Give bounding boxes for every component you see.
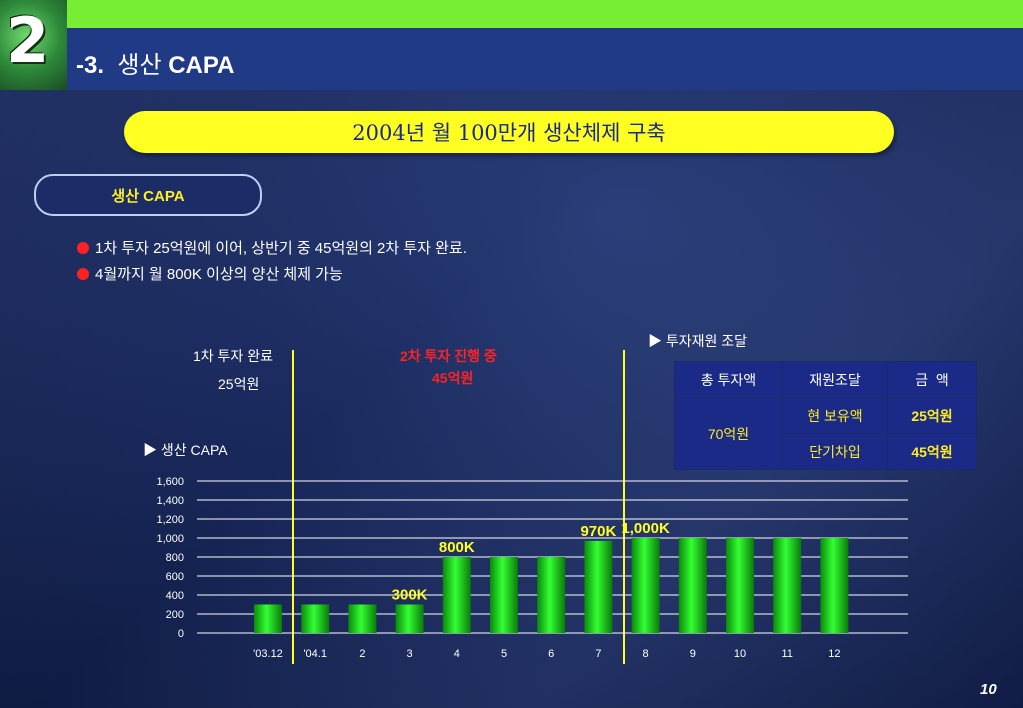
table-row: 70억원 현 보유액 25억원: [674, 397, 977, 470]
funding-table: 총 투자액 재원조달 금 액 70억원 현 보유액 25억원 단기차입 45억원: [674, 361, 977, 470]
x-tick-label: '04.1: [303, 648, 327, 660]
section-number: 2: [6, 4, 50, 77]
section-pill-label: 생산 CAPA: [111, 187, 185, 205]
x-tick-label: 2: [359, 648, 365, 660]
x-tick-label: 4: [454, 648, 460, 660]
table-header-cell: 금 액: [887, 361, 977, 398]
y-tick-label: 400: [166, 590, 184, 602]
bar: [726, 538, 754, 633]
bar: [301, 604, 330, 633]
phase1-label: 1차 투자 완료: [193, 348, 273, 364]
y-tick-label: 1,600: [156, 476, 184, 488]
table-source-cell: 단기차입: [782, 433, 888, 470]
table-source-cell: 현 보유액: [782, 397, 888, 434]
headline-text: 2004년 월 100만개 생산체제 구축: [352, 121, 666, 145]
y-tick-label: 1,200: [156, 514, 184, 526]
bar: [490, 557, 518, 633]
data-label: 800K: [439, 539, 475, 556]
x-tick-label: 5: [501, 648, 507, 660]
y-tick-label: 1,000: [156, 533, 184, 545]
page-number: 10: [980, 681, 997, 698]
bar: [773, 538, 802, 633]
data-label: 1,000K: [621, 520, 670, 537]
data-label: 970K: [580, 523, 616, 540]
page-title: -3. 생산 CAPA: [76, 45, 234, 80]
bullet-text: 4월까지 월 800K 이상의 양산 체제 가능: [95, 266, 343, 283]
y-tick-label: 600: [166, 571, 184, 583]
data-label: 300K: [392, 587, 428, 604]
table-header-row: 총 투자액 재원조달 금 액: [674, 361, 977, 398]
title-suffix: CAPA: [168, 52, 235, 79]
table-header-cell: 총 투자액: [674, 361, 783, 398]
table-row: 단기차입 45억원: [675, 433, 977, 470]
chart-heading: ▶ 생산 CAPA: [143, 442, 228, 458]
y-tick-label: 200: [166, 609, 184, 621]
bar: [442, 557, 471, 633]
bar: [820, 538, 849, 633]
x-tick-label: 7: [595, 648, 601, 660]
header-band: [0, 28, 1023, 90]
x-tick-label: 3: [407, 648, 413, 660]
x-tick-label: 11: [781, 648, 792, 660]
phase1-divider: [292, 350, 294, 664]
x-tick-label: 8: [643, 648, 649, 660]
phase1-amount: 25억원: [218, 376, 260, 392]
x-tick-label: 12: [828, 648, 840, 660]
x-tick-label: 6: [548, 648, 554, 660]
title-prefix: -3.: [76, 52, 105, 79]
table-amount-cell: 45억원: [887, 433, 977, 470]
bar: [584, 540, 613, 633]
bullet-text: 1차 투자 25억원에 이어, 상반기 중 45억원의 2차 투자 완료.: [95, 240, 467, 257]
bullet-item: 4월까지 월 800K 이상의 양산 체제 가능: [77, 263, 343, 284]
bar: [395, 604, 424, 633]
table-header-cell: 재원조달: [782, 361, 888, 398]
table-heading: ▶ 투자재원 조달: [648, 333, 748, 349]
y-tick-label: 800: [166, 552, 184, 564]
bar: [254, 604, 282, 633]
bullet-item: 1차 투자 25억원에 이어, 상반기 중 45억원의 2차 투자 완료.: [77, 237, 467, 258]
bullet-dot-icon: [77, 242, 89, 254]
y-tick-label: 1,400: [156, 495, 184, 507]
bar: [348, 604, 377, 633]
x-tick-label: 10: [734, 648, 746, 660]
top-accent-bar: [67, 0, 1023, 28]
section-number-box: 2: [0, 0, 67, 90]
table-amount-cell: 25억원: [887, 397, 977, 434]
phase2-label: 2차 투자 진행 중: [400, 348, 497, 364]
section-pill: 생산 CAPA: [34, 174, 262, 216]
bar: [537, 557, 566, 633]
bar: [631, 538, 660, 633]
y-tick-label: 0: [178, 628, 184, 640]
title-korean: 생산: [117, 52, 162, 79]
phase2-divider: [623, 350, 625, 664]
x-tick-label: '03.12: [253, 648, 283, 660]
bar: [678, 538, 707, 633]
headline-banner: 2004년 월 100만개 생산체제 구축: [124, 111, 894, 153]
bullet-dot-icon: [77, 268, 89, 280]
table-total-cell: 70억원: [674, 397, 783, 470]
x-tick-label: 9: [690, 648, 696, 660]
phase2-amount: 45억원: [432, 370, 474, 386]
